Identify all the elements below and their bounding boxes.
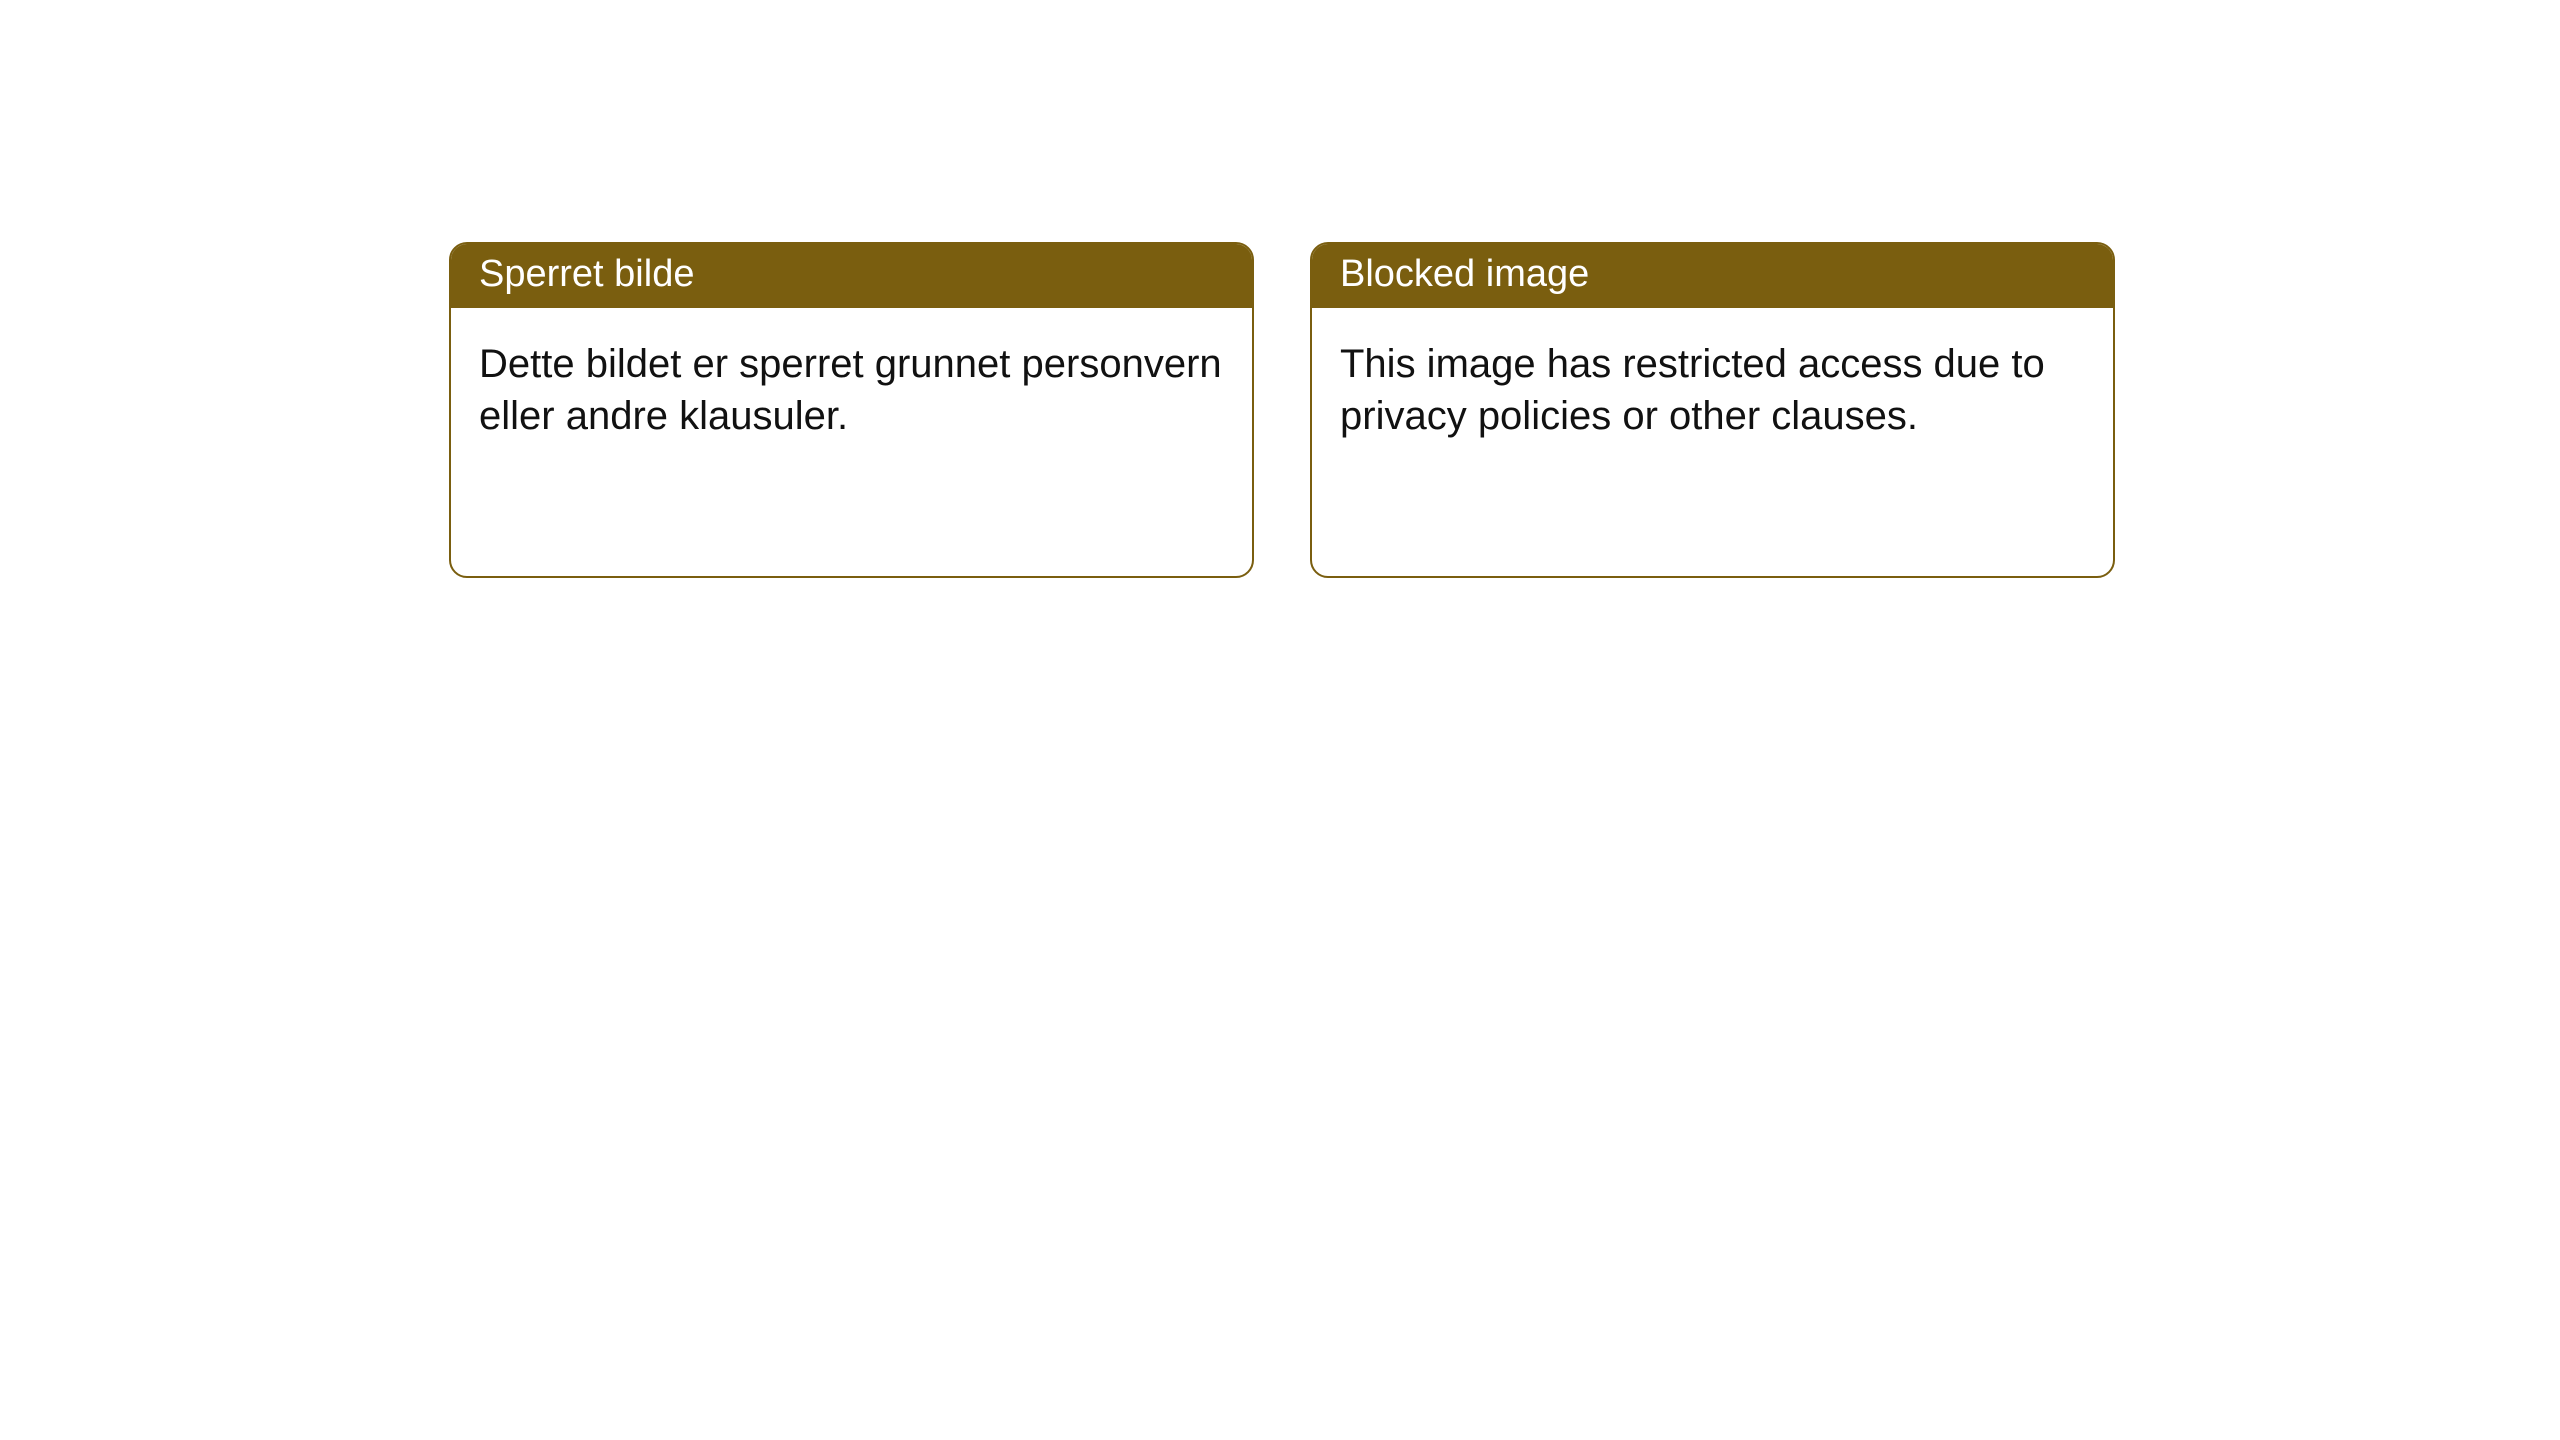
notice-card-norwegian: Sperret bilde Dette bildet er sperret gr…: [449, 242, 1254, 578]
notice-body-norwegian: Dette bildet er sperret grunnet personve…: [451, 308, 1252, 576]
notice-body-english: This image has restricted access due to …: [1312, 308, 2113, 576]
notice-header-norwegian: Sperret bilde: [451, 244, 1252, 308]
notice-cards-container: Sperret bilde Dette bildet er sperret gr…: [449, 242, 2115, 578]
notice-card-english: Blocked image This image has restricted …: [1310, 242, 2115, 578]
notice-header-english: Blocked image: [1312, 244, 2113, 308]
